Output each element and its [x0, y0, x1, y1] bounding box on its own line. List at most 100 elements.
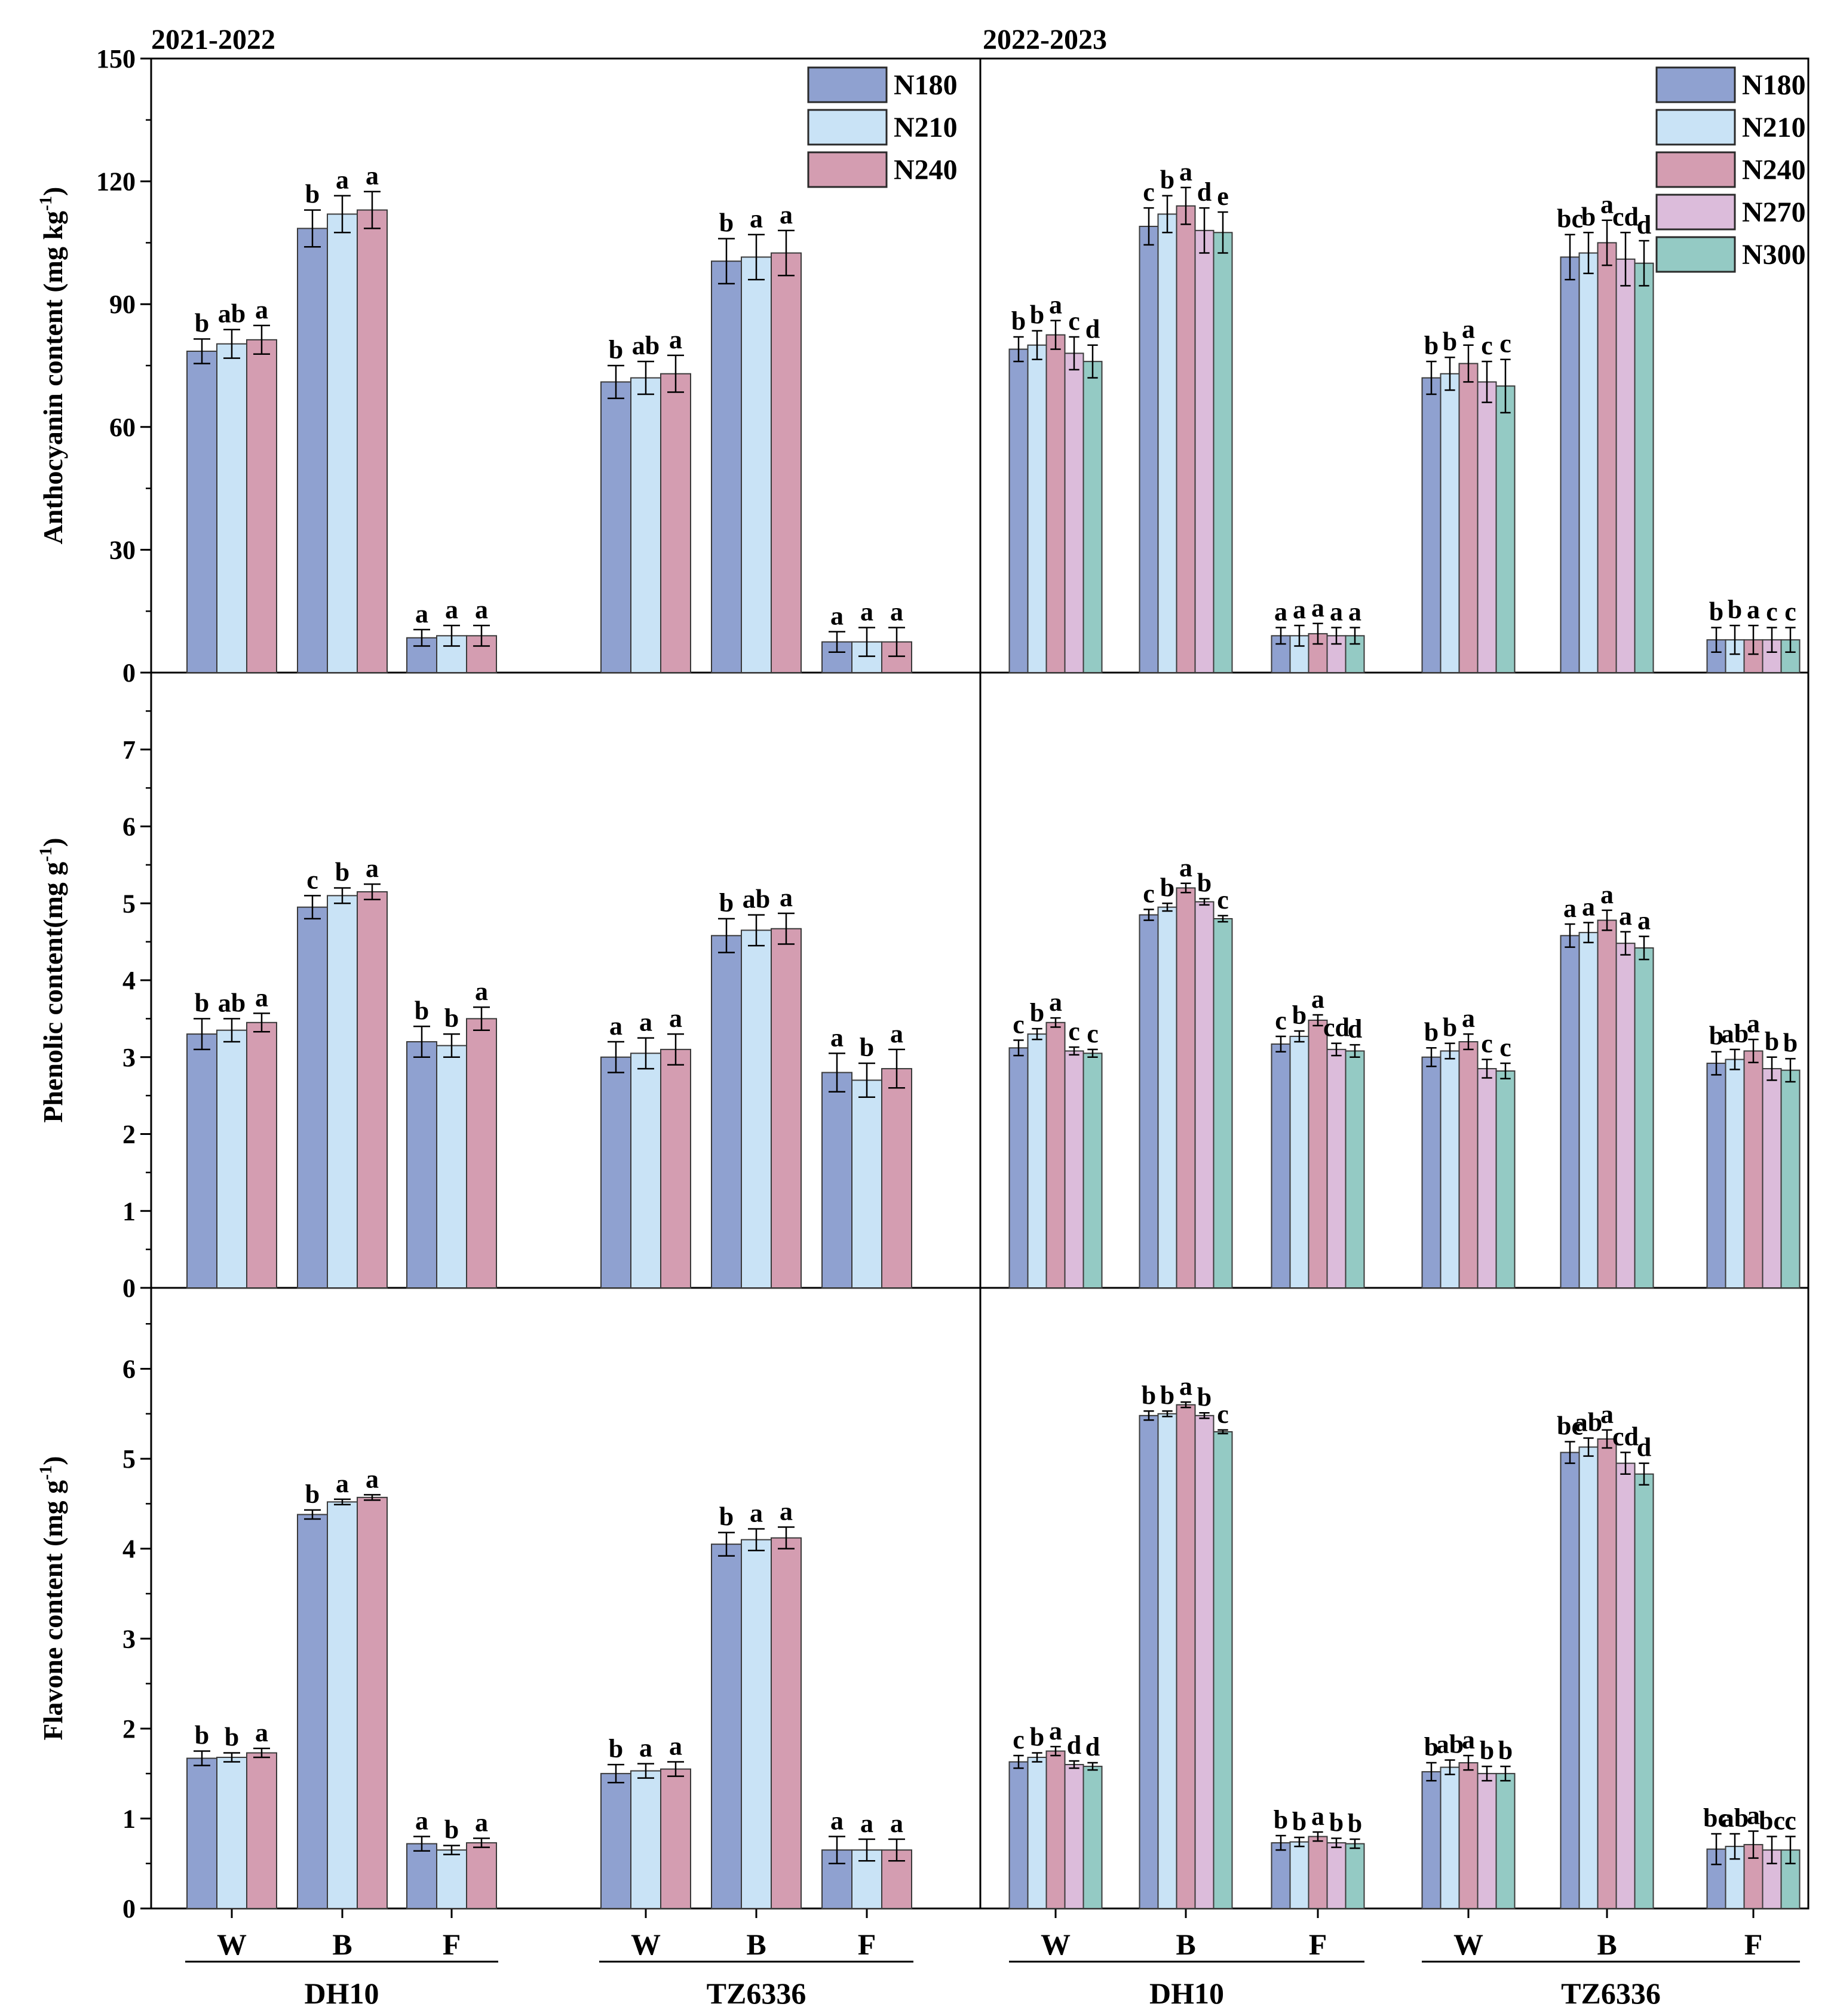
bar-n210 [1027, 1033, 1047, 1288]
y-tick-label: 0 [122, 1894, 136, 1923]
significance-letter: b [1424, 1732, 1439, 1762]
significance-letter: a [609, 1011, 622, 1041]
x-tick-label: F [1744, 1928, 1763, 1961]
bar-n300 [1213, 918, 1233, 1288]
significance-letter: bc [1557, 204, 1583, 234]
significance-letter: a [1619, 901, 1632, 931]
significance-letter: ab [218, 299, 246, 329]
significance-letter: c [1143, 879, 1155, 909]
bar-n300 [1780, 1849, 1801, 1910]
bar-n240 [771, 928, 802, 1289]
bar-n270 [1615, 258, 1636, 673]
significance-letter: c [1784, 1806, 1796, 1836]
bar-n300 [1495, 385, 1516, 673]
significance-letter: cd [1612, 202, 1639, 231]
significance-letter: a [1293, 595, 1306, 624]
bar-n240 [1176, 1404, 1196, 1910]
bar-n180 [1421, 1056, 1442, 1288]
bar-n180 [1139, 225, 1159, 673]
significance-letter: a [366, 1464, 379, 1493]
bar-n210 [851, 1079, 882, 1288]
bar-n180 [1271, 1842, 1291, 1910]
significance-letter: b [1765, 1027, 1779, 1056]
y-tick-label: 150 [96, 44, 136, 73]
legend-label: N270 [1742, 197, 1806, 228]
significance-letter: a [1348, 597, 1361, 627]
bar-n300 [1082, 1766, 1103, 1909]
significance-letter: b [1498, 1736, 1513, 1765]
bar-n210 [1289, 1035, 1309, 1289]
significance-letter: b [1581, 202, 1596, 231]
significance-letter: a [780, 883, 793, 912]
significance-letter: cd [1323, 1013, 1350, 1042]
bar-n210 [216, 1757, 247, 1910]
bar-n300 [1495, 1773, 1516, 1909]
x-tick-label: B [1597, 1928, 1617, 1961]
bar-n240 [357, 1496, 388, 1910]
significance-letter: a [1637, 906, 1651, 935]
significance-letter: a [1179, 853, 1192, 882]
x-tick-label: F [443, 1928, 461, 1961]
significance-letter: a [780, 1497, 793, 1526]
significance-letter: a [255, 1718, 268, 1747]
significance-letter: a [1582, 892, 1595, 921]
significance-letter: b [1329, 1808, 1344, 1837]
significance-letter: b [195, 1720, 209, 1750]
significance-letter: a [1747, 595, 1760, 624]
bar-n180 [1139, 914, 1159, 1288]
x-tick-label: W [631, 1928, 661, 1961]
significance-letter: a [639, 1008, 652, 1037]
significance-letter: a [336, 1469, 349, 1498]
significance-letter: b [1030, 998, 1044, 1027]
significance-letter: a [1563, 894, 1577, 923]
significance-letter: d [1085, 1732, 1100, 1762]
bar-n180 [186, 351, 217, 673]
significance-letter: a [1747, 1801, 1760, 1830]
significance-letter: a [830, 601, 844, 630]
significance-letter: a [1179, 157, 1192, 186]
significance-letter: b [719, 888, 734, 918]
bar-n270 [1064, 1764, 1084, 1910]
legend-swatch [807, 66, 888, 103]
bar-n240 [881, 1068, 912, 1288]
significance-letter: c [1499, 329, 1511, 358]
significance-letter: a [830, 1023, 844, 1052]
significance-letter: a [1311, 593, 1324, 622]
y-tick-label: 6 [122, 812, 136, 842]
significance-letter: a [1747, 1009, 1760, 1038]
legend-swatch [807, 151, 888, 188]
y-tick-label: 4 [122, 966, 136, 995]
significance-letter: d [1637, 1433, 1651, 1462]
bar-n210 [1725, 1058, 1745, 1289]
bar-n180 [1008, 1761, 1029, 1910]
bar-n240 [1458, 1762, 1479, 1909]
bar-n210 [1440, 373, 1460, 673]
bar-n180 [1139, 1414, 1159, 1910]
significance-letter: b [1709, 1021, 1723, 1051]
significance-letter: b [335, 858, 349, 887]
significance-letter: ab [218, 988, 246, 1017]
significance-letter: a [475, 1808, 488, 1837]
significance-letter: a [445, 595, 458, 624]
bar-n180 [711, 935, 742, 1288]
bar-n240 [660, 1768, 691, 1910]
significance-letter: c [1013, 1725, 1025, 1754]
bar-n300 [1780, 1069, 1801, 1288]
significance-letter: a [890, 597, 903, 627]
y-tick-label: 90 [109, 290, 136, 319]
significance-letter: b [305, 1480, 320, 1509]
significance-letter: a [750, 204, 763, 234]
y-tick-label: 3 [122, 1624, 136, 1653]
significance-letter: e [1217, 182, 1229, 211]
bar-n180 [297, 1514, 328, 1910]
bar-n210 [327, 213, 358, 673]
significance-letter: b [444, 1815, 459, 1845]
significance-letter: a [639, 1733, 652, 1763]
bar-n210 [216, 343, 247, 673]
y-tick-label: 120 [96, 167, 136, 197]
significance-letter: bc [1557, 1411, 1583, 1440]
bar-n180 [186, 1757, 217, 1910]
bar-n210 [741, 1539, 772, 1910]
y-tick-label: 30 [109, 535, 136, 564]
